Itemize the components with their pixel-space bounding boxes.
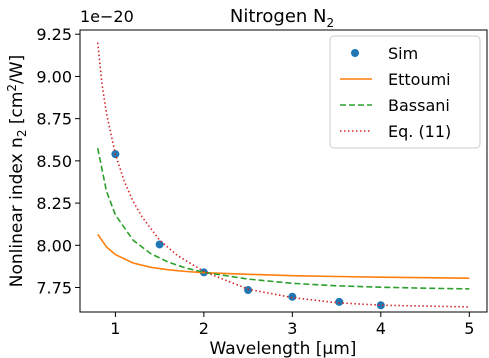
plot-frame xyxy=(79,29,488,313)
y-axis-label: Nonlinear index n2 [cm2/W] xyxy=(5,55,29,287)
sim-data-point xyxy=(376,301,385,310)
x-axis-label: Wavelength [μm] xyxy=(210,339,357,358)
y-tick-label: 9.25 xyxy=(36,25,72,44)
eq-11-series-line xyxy=(96,42,470,308)
sim-data-point xyxy=(155,240,164,249)
legend-box xyxy=(329,35,481,149)
x-tick-label: 5 xyxy=(464,319,474,338)
sim-data-point xyxy=(335,297,344,306)
legend-marker xyxy=(351,49,359,57)
legend-label: Bassani xyxy=(388,96,450,115)
legend-label: Sim xyxy=(388,44,418,63)
bassani-series-line xyxy=(96,148,470,290)
y-tick-label: 8.75 xyxy=(36,110,72,129)
legend-label: Ettoumi xyxy=(388,70,451,89)
sim-data-point xyxy=(244,286,253,295)
y-tick-label: 8.00 xyxy=(36,236,72,255)
x-tick-label: 4 xyxy=(376,319,386,338)
y-tick-label: 8.25 xyxy=(36,194,72,213)
chart-title: Nitrogen N2 xyxy=(230,6,334,30)
y-tick-label: 7.75 xyxy=(36,279,72,298)
y-offset-text: 1e−20 xyxy=(80,7,134,26)
ettoumi-series-line xyxy=(97,233,470,279)
x-tick-label: 3 xyxy=(287,319,297,338)
x-tick-label: 1 xyxy=(110,319,120,338)
legend-label: Eq. (11) xyxy=(388,122,451,141)
y-tick-label: 9.00 xyxy=(36,67,72,86)
x-tick-label: 2 xyxy=(199,319,209,338)
y-tick-label: 8.50 xyxy=(36,152,72,171)
